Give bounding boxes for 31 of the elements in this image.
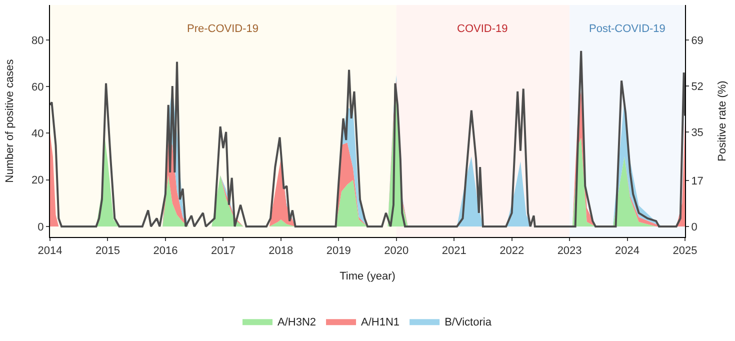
band-label: Post-COVID-19 [589, 23, 666, 35]
y-tick-label: 60 [32, 81, 44, 94]
x-tick-label: 2024 [615, 245, 640, 258]
y2-tick-label: 17 [691, 175, 704, 188]
y-tick-label: 20 [32, 174, 44, 187]
y-tick-label: 0 [38, 221, 44, 234]
x-tick-label: 2021 [442, 245, 466, 258]
legend-label: A/H3N2 [278, 316, 316, 328]
y-tick-label: 40 [32, 128, 44, 140]
x-tick-label: 2015 [95, 245, 120, 258]
x-tick-label: 2016 [153, 245, 178, 258]
y2-axis-title: Positive rate (%) [716, 80, 729, 162]
x-tick-label: 2014 [38, 245, 62, 258]
band-label: Pre-COVID-19 [187, 23, 259, 35]
legend-label: A/H1N1 [361, 316, 400, 328]
legend-label: B/Victoria [444, 316, 492, 328]
y2-tick-label: 0 [691, 221, 698, 234]
y2-tick-label: 52 [691, 80, 704, 93]
y-tick-label: 80 [32, 34, 44, 47]
y-axis-title: Number of positive cases [4, 58, 16, 183]
y2-tick-label: 35 [691, 126, 704, 139]
x-tick-label: 2019 [326, 245, 351, 258]
x-tick-label: 2020 [384, 245, 409, 258]
x-tick-label: 2025 [672, 245, 698, 258]
x-tick-label: 2023 [557, 245, 582, 258]
x-tick-label: 2017 [210, 245, 236, 258]
x-tick-label: 2022 [500, 245, 524, 258]
x-axis-title: Time (year) [340, 270, 396, 282]
y2-tick-label: 69 [691, 34, 704, 47]
x-tick-label: 2018 [268, 245, 294, 258]
band-label: COVID-19 [457, 23, 508, 35]
